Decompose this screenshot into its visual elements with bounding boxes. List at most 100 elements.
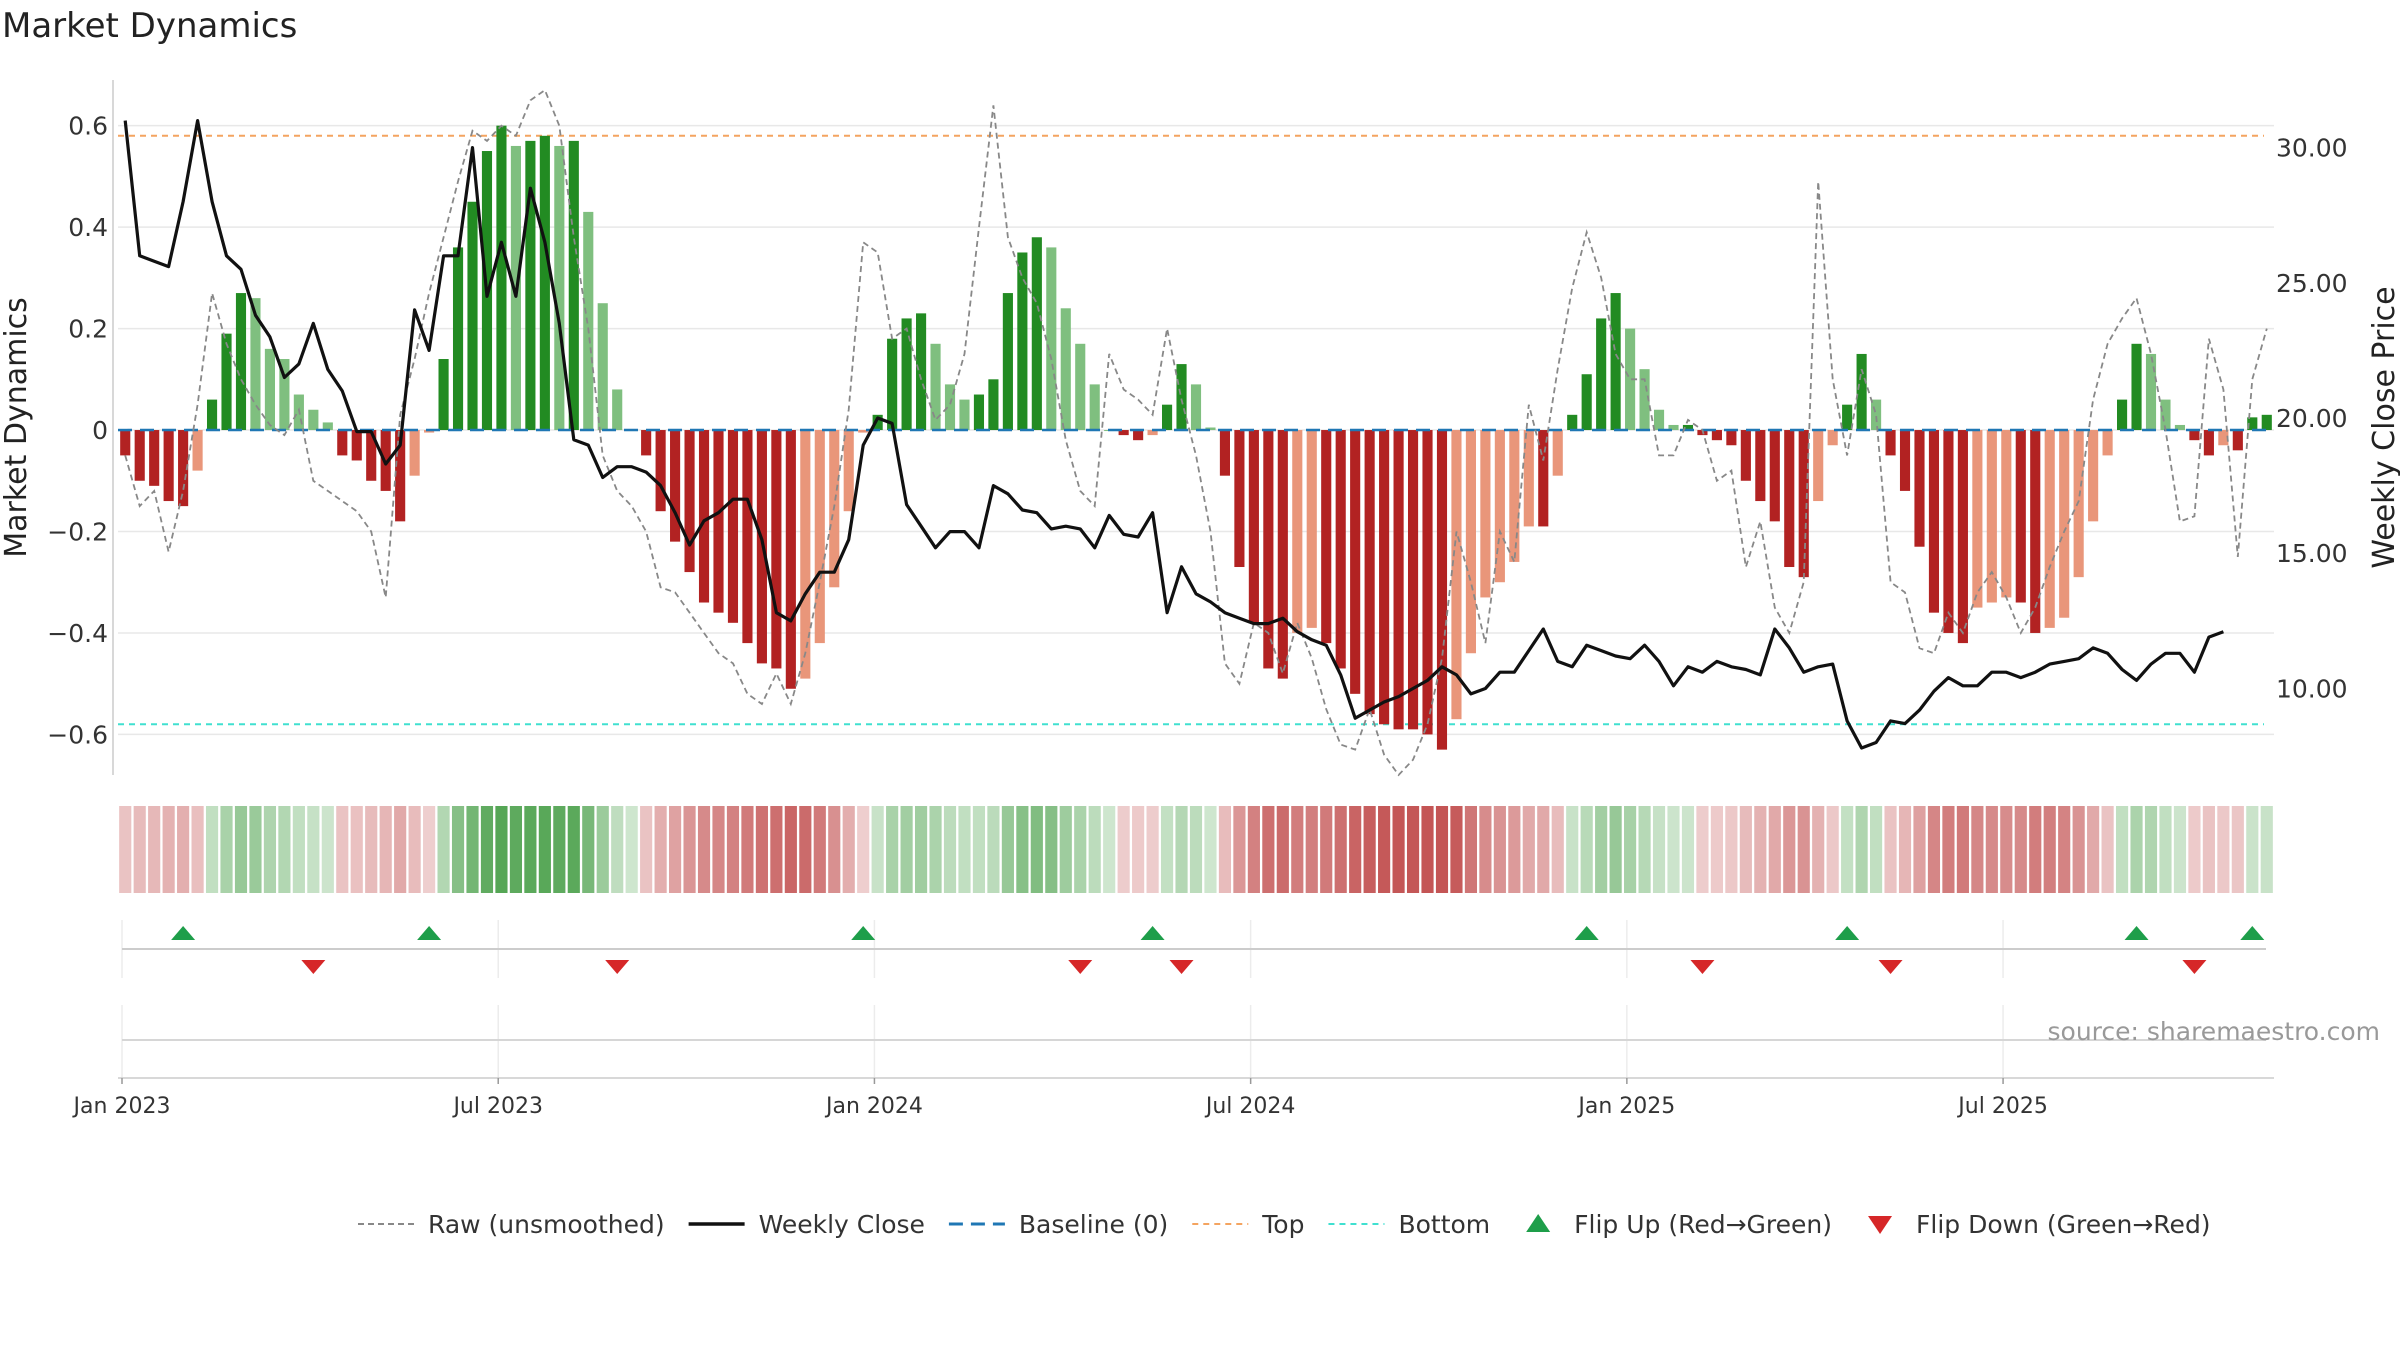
regime-strip-cell	[669, 806, 682, 893]
dynamics-bar	[351, 430, 362, 461]
dynamics-bar	[1668, 424, 1679, 431]
dynamics-bar	[206, 399, 218, 431]
raw-line	[124, 88, 2268, 777]
regime-strip-cell	[914, 806, 928, 893]
dynamics-bar	[1682, 424, 1694, 431]
regime-strip-cell	[2072, 806, 2085, 893]
dynamics-bar	[467, 201, 478, 431]
dynamics-bar	[235, 293, 247, 431]
regime-strip-cell	[263, 806, 277, 893]
y2-tick-label: 30.00	[2276, 134, 2348, 163]
dynamics-bar	[1089, 384, 1100, 431]
dynamics-bar	[1769, 430, 1780, 522]
regime-strip-cell	[886, 806, 899, 893]
regime-strip-cell	[683, 806, 696, 893]
regime-strip-cell	[582, 806, 595, 893]
dynamics-bar	[1277, 430, 1288, 679]
regime-strip-cell	[1537, 806, 1550, 893]
regime-strip-cell	[1435, 806, 1449, 893]
x-tick-label: Jul 2023	[451, 1094, 543, 1119]
dynamics-bar	[1639, 369, 1650, 431]
dynamics-bar	[887, 338, 898, 431]
regime-strip-cell	[900, 806, 913, 893]
regime-strip-cell	[394, 806, 407, 893]
x-tick-label: Jul 2024	[1204, 1094, 1296, 1119]
regime-strip-cell	[2115, 806, 2129, 893]
legend-label: Weekly Close	[759, 1210, 925, 1239]
regime-strip-cell	[2000, 806, 2013, 893]
regime-strip-cell	[1580, 806, 1593, 893]
regime-strip-cell	[813, 806, 826, 893]
dynamics-bar	[1017, 252, 1028, 431]
regime-strip-cell	[1956, 806, 1969, 893]
regime-strip-cell	[423, 806, 436, 893]
y-axis-label: Market Dynamics	[0, 297, 34, 558]
regime-strip-cell	[640, 806, 653, 893]
dynamics-bar	[2218, 430, 2229, 446]
dynamics-bar	[1509, 430, 1520, 562]
regime-strip-cell	[2246, 806, 2259, 893]
dynamics-bar	[149, 430, 160, 486]
dynamics-bar	[2088, 430, 2099, 522]
dynamics-bar	[2102, 430, 2113, 456]
regime-strip-cell	[1117, 806, 1130, 893]
dynamics-bar	[1321, 430, 1332, 644]
regime-strip-cell	[1016, 806, 1029, 893]
regime-strip-cell	[943, 806, 957, 893]
dynamics-bar	[1856, 353, 1867, 431]
x-tick-label: Jul 2025	[1956, 1094, 2048, 1119]
dynamics-bar	[1972, 430, 1983, 608]
regime-strip-cell	[1971, 806, 1984, 893]
legend-label: Raw (unsmoothed)	[428, 1210, 665, 1239]
regime-strip-cell	[1276, 806, 1289, 893]
dynamics-bar	[988, 379, 999, 431]
regime-strip-cell	[1479, 806, 1492, 893]
dynamics-bar	[1596, 318, 1607, 431]
regime-strip-cell	[1349, 806, 1362, 893]
y-tick-label: 0.4	[68, 213, 108, 242]
flip-up-marker	[417, 926, 442, 940]
dynamics-bar	[1842, 404, 1853, 431]
regime-strip-cell	[1696, 806, 1709, 893]
regime-strip-cell	[958, 806, 971, 893]
regime-strip-cell	[1233, 806, 1246, 893]
flip-down-marker	[2182, 960, 2207, 974]
dynamics-bar	[655, 430, 666, 512]
regime-strip-cell	[1392, 806, 1405, 893]
flip-up-marker	[1140, 926, 1165, 940]
dynamics-bar	[727, 430, 739, 623]
dynamics-bar	[785, 430, 796, 689]
y-tick-label: 0.6	[68, 112, 108, 141]
weekly-close-line	[123, 118, 2224, 750]
regime-strip-cell	[755, 806, 768, 893]
dynamics-bar	[2073, 430, 2084, 578]
regime-strip-cell	[1508, 806, 1521, 893]
flip-down-marker	[1068, 960, 1093, 974]
dynamics-bar	[742, 430, 753, 644]
regime-strip-cell	[1450, 806, 1463, 893]
regime-strip-cell	[553, 806, 566, 893]
flip-down-marker	[301, 960, 326, 974]
regime-strip-cell	[2159, 806, 2172, 893]
regime-strip-cell	[1898, 806, 1912, 893]
regime-strip-cell	[1146, 806, 1159, 893]
regime-strip-cell	[1595, 806, 1608, 893]
dynamics-bar	[2247, 417, 2258, 431]
regime-strip-cell	[1074, 806, 1087, 893]
dynamics-bar	[2174, 424, 2186, 431]
dynamics-bar	[2015, 430, 2026, 603]
dynamics-bar	[1190, 384, 1202, 431]
regime-strip-cell	[451, 806, 465, 893]
dynamics-bar	[800, 430, 811, 679]
regime-strip-cell	[437, 806, 450, 893]
dynamics-bar	[684, 430, 695, 573]
dynamics-bar	[2160, 399, 2171, 431]
regime-strip-cell	[712, 806, 725, 893]
dynamics-bar	[1784, 430, 1795, 568]
regime-strip-cell	[1681, 806, 1695, 893]
flip-down-marker	[1878, 960, 1903, 974]
regime-strip-cell	[148, 806, 161, 893]
flip-down-marker	[1169, 960, 1194, 974]
dynamics-bar	[1248, 430, 1259, 623]
